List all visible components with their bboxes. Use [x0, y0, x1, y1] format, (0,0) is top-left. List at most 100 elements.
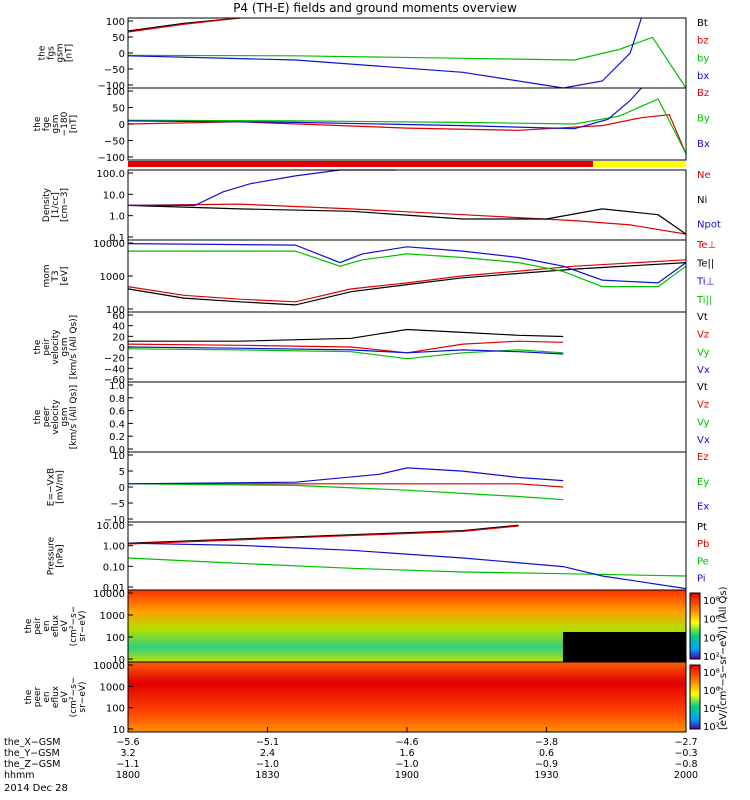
panel-frame: [127, 451, 687, 523]
ytick-label: 0.4: [109, 419, 125, 430]
ytick-label: 1.0: [109, 381, 125, 392]
ylabel: mom: [42, 264, 52, 287]
ytick-label: −50: [104, 137, 125, 148]
ylabel: [nT]: [65, 44, 75, 62]
ylabel: eflux: [51, 614, 61, 637]
legend-Bx: Bx: [697, 139, 710, 150]
ytick-label: −60: [104, 375, 125, 386]
ylabel: eV: [60, 690, 70, 703]
legend-Ti||: Ti||: [696, 295, 712, 306]
ylabel: peir: [42, 338, 52, 356]
spectrogram-electron: [128, 662, 686, 732]
ytick-label: 0.8: [109, 394, 125, 405]
ylabel: the: [24, 618, 34, 633]
ytick-label: 1000: [100, 272, 125, 283]
ylabel: eflux: [51, 685, 61, 708]
series-Ti||: [128, 250, 687, 288]
colorbar-tick: 10⁸: [703, 668, 720, 679]
series-Vy: [127, 348, 564, 360]
ylabel: en: [42, 620, 52, 631]
legend-Ey: Ey: [697, 477, 709, 488]
ytick-label: 10: [112, 655, 125, 666]
series-Ez: [128, 483, 564, 488]
ylabel: the: [33, 116, 43, 131]
series-Ti⊥: [127, 243, 687, 284]
ytick-label: 100: [106, 87, 125, 98]
series-Bx: [127, 87, 642, 130]
ytick-label: −40: [104, 364, 125, 375]
ytick-label: 10.0: [103, 190, 125, 201]
series-bz: [127, 17, 240, 33]
xtick-label: 1830: [255, 770, 279, 781]
legend-Te||: Te||: [696, 258, 714, 269]
ytick-label: 50: [112, 104, 125, 115]
colorbar-label: [eV/(cm²−s−sr−eV)] (All Qs): [718, 586, 729, 730]
ytick-label: 0.6: [109, 407, 125, 418]
legend-Vy: Vy: [697, 417, 710, 428]
panel-8: [127, 521, 687, 591]
series-by: [127, 36, 687, 89]
ytick-label: 0: [119, 120, 125, 131]
series-Te⊥: [127, 259, 687, 303]
xaxis-row-label: the_X−GSM: [4, 737, 60, 748]
ytick-label: 10000: [93, 239, 125, 250]
legend-By: By: [697, 114, 710, 125]
xtick-label: −1.1: [116, 759, 139, 770]
ylabel: sr−eV): [78, 610, 88, 641]
ytick-label: 1.00: [103, 542, 125, 553]
legend-Vz: Vz: [697, 330, 709, 341]
mode-bar-red: [128, 161, 593, 167]
ylabel: the: [38, 45, 48, 60]
ylabel: T3: [51, 270, 61, 282]
ylabel: −180: [60, 111, 70, 136]
ytick-label: 0.2: [109, 432, 125, 443]
panel-4: [127, 239, 687, 313]
ylabel: gsm: [60, 337, 70, 356]
series-Npot: [128, 169, 396, 206]
xtick-label: −4.6: [395, 737, 418, 748]
ylabel: fgs: [47, 46, 57, 60]
colorbar-tick: 10⁸: [703, 596, 720, 607]
colorbar-tick: 10⁶: [703, 686, 720, 697]
legend-Ni: Ni: [697, 195, 707, 206]
ylabel: [eV]: [60, 267, 70, 286]
series-Pi: [127, 542, 687, 590]
ylabel: peir: [33, 617, 43, 635]
ylabel: Density: [42, 187, 52, 222]
spectrogram-nodata: [563, 632, 686, 662]
panel-frame: [127, 311, 687, 383]
ytick-label: 0: [119, 49, 125, 60]
xtick-label: 1800: [116, 770, 140, 781]
xtick-label: 1900: [395, 770, 419, 781]
ylabel: [cm−3]: [60, 188, 70, 222]
ylabel: gsm: [56, 43, 66, 62]
legend-bx: bx: [697, 71, 709, 82]
ytick-label: 0.1: [109, 233, 125, 244]
xtick-label: 0.6: [539, 748, 554, 759]
series-Vx: [127, 346, 564, 355]
xtick-label: −0.8: [674, 759, 697, 770]
ytick-label: 0: [119, 483, 125, 494]
xtick-label: −5.1: [256, 737, 279, 748]
ylabel: the: [33, 339, 43, 354]
panel-1: [127, 17, 687, 89]
ylabel: [nPa]: [56, 544, 66, 567]
ylabel: velocity: [51, 399, 61, 435]
series-Pb: [127, 525, 519, 545]
legend-Bt: Bt: [697, 18, 708, 29]
plot-title: P4 (TH-E) fields and ground moments over…: [233, 1, 517, 15]
panel-10: [127, 661, 687, 733]
legend-Te⊥: Te⊥: [696, 240, 716, 251]
ylabel: gsm: [60, 407, 70, 426]
xtick-label: −0.3: [674, 748, 697, 759]
legend-Vx: Vx: [697, 365, 710, 376]
legend-Ne: Ne: [697, 170, 711, 181]
colorbar-tick: 10⁴: [703, 633, 720, 644]
ytick-label: 100: [106, 633, 125, 644]
panel-6: [127, 381, 687, 453]
series-Ne: [127, 203, 687, 235]
ytick-label: 40: [112, 322, 125, 333]
ytick-label: 5: [119, 467, 125, 478]
xaxis-row-label: the_Z−GSM: [4, 759, 60, 770]
ytick-label: 0: [119, 343, 125, 354]
